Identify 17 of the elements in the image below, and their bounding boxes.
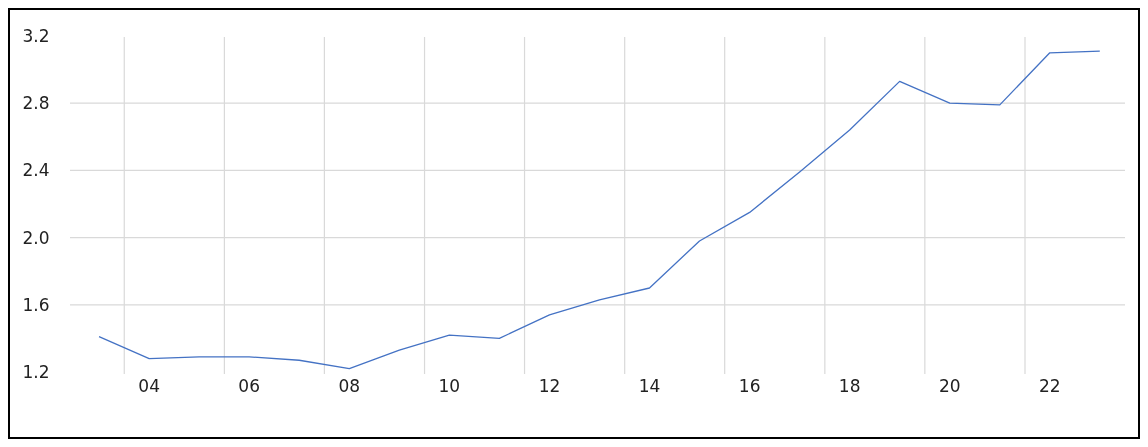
y-tick-label: 2.4	[22, 160, 50, 181]
x-tick-label: 14	[638, 376, 661, 396]
x-tick-label: 06	[238, 376, 261, 396]
y-tick-label: 2.8	[22, 93, 50, 114]
y-tick-label: 1.2	[22, 362, 50, 382]
line-series	[98, 50, 1101, 370]
y-tick-label: 2.0	[22, 227, 50, 248]
x-tick-label: 16	[738, 376, 761, 396]
x-tick-label: 10	[438, 376, 461, 396]
y-tick-label: 1.6	[22, 294, 50, 315]
x-tick-label: 18	[838, 376, 861, 396]
x-tick-label: 04	[138, 376, 160, 396]
y-tick-label: 3.2	[22, 26, 50, 46]
x-tick-label: 08	[338, 376, 361, 396]
x-tick-label: 22	[1038, 376, 1061, 396]
x-tick-label: 12	[538, 376, 561, 396]
x-tick-label: 20	[938, 376, 961, 396]
